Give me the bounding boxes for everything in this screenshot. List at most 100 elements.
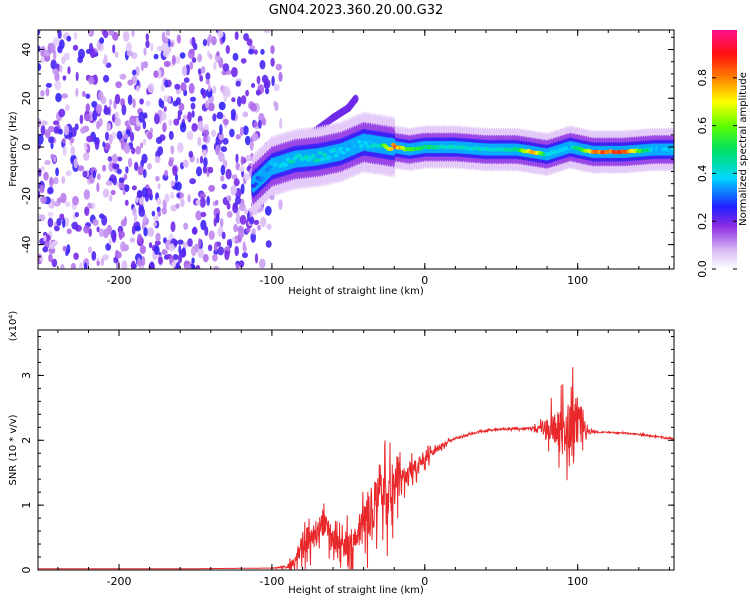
heat-cell: [218, 101, 226, 111]
heat-cell: [205, 100, 210, 109]
heat-cell: [85, 93, 91, 99]
heat-cell: [183, 77, 190, 83]
heat-cell: [84, 145, 88, 151]
heat-cell: [111, 153, 118, 164]
heat-cell: [67, 66, 71, 75]
heat-cell: [208, 53, 213, 60]
heat-cell: [59, 213, 65, 220]
heat-cell: [232, 203, 239, 214]
heat-cell: [235, 153, 239, 164]
heat-cell: [202, 165, 207, 174]
heat-cell: [117, 156, 123, 162]
heat-cell: [138, 207, 145, 218]
x-tick-label: 100: [567, 575, 588, 588]
heat-cell: [178, 245, 182, 255]
heat-cell: [233, 178, 240, 187]
heat-cell: [257, 224, 261, 231]
heat-cell: [132, 98, 136, 109]
heat-cell: [187, 111, 192, 123]
heat-cell: [317, 150, 323, 155]
heat-cell: [152, 221, 157, 227]
heat-cell: [136, 85, 140, 92]
heat-cell: [199, 193, 207, 199]
heat-cell: [64, 201, 71, 207]
heat-cell: [178, 253, 183, 264]
heat-cell: [39, 214, 46, 222]
heat-cell: [148, 242, 153, 249]
heat-cell: [231, 67, 238, 78]
heat-cell: [116, 168, 122, 175]
heat-cell: [249, 140, 254, 151]
heat-cell: [40, 90, 45, 97]
heat-cell: [77, 165, 85, 172]
heat-cell: [51, 258, 58, 268]
heat-cell: [177, 109, 183, 116]
heat-cell: [242, 125, 249, 136]
heat-cell: [127, 157, 133, 168]
heat-cell: [207, 166, 214, 174]
heat-cell: [248, 48, 255, 55]
heat-cell: [134, 161, 139, 171]
heat-cell: [161, 207, 167, 215]
heat-cell: [197, 53, 203, 63]
heat-cell: [250, 102, 257, 112]
y-tick-label: 1: [20, 502, 33, 509]
heat-cell: [164, 169, 169, 177]
heat-cell: [73, 252, 79, 260]
heat-cell: [110, 189, 116, 196]
heat-cell: [231, 236, 236, 243]
heat-cell: [265, 240, 272, 248]
heat-cell: [138, 111, 145, 123]
heat-cell: [213, 217, 217, 227]
heat-cell: [131, 147, 136, 155]
heat-cell: [44, 159, 51, 166]
heat-cell: [245, 89, 250, 97]
heat-cell: [62, 138, 66, 144]
heat-cell: [207, 244, 213, 252]
heat-cell: [92, 219, 99, 226]
heat-cell: [197, 248, 205, 259]
heat-cell: [226, 210, 233, 218]
heat-cell: [235, 214, 241, 225]
colorbar-tick-label: 0.0: [696, 260, 709, 278]
heat-cell: [154, 113, 160, 125]
heat-cell: [83, 189, 91, 200]
heat-cell: [388, 147, 394, 152]
heat-cell: [69, 137, 75, 144]
heat-cell: [365, 144, 371, 149]
snr-ylabel: SNR (10 * v/v): [8, 414, 19, 485]
heat-cell: [212, 253, 218, 262]
heat-cell: [79, 262, 83, 269]
heat-cell: [83, 225, 90, 234]
heat-cell: [136, 190, 143, 198]
heat-cell: [142, 61, 149, 69]
heat-cell: [233, 224, 239, 233]
heat-cell: [351, 143, 357, 148]
heat-cell: [116, 130, 123, 140]
heat-cell: [165, 30, 171, 37]
heat-cell: [84, 206, 90, 216]
heat-cell: [310, 153, 316, 158]
heat-cell: [345, 147, 351, 152]
heat-cell: [239, 214, 247, 225]
heat-cell: [215, 144, 221, 156]
heat-cell: [168, 243, 176, 252]
heat-cell: [319, 157, 325, 162]
heat-cell: [182, 114, 188, 120]
heat-cell: [226, 202, 231, 210]
heat-cell: [80, 126, 87, 134]
heat-cell: [245, 227, 251, 234]
heat-cell: [97, 90, 104, 101]
heat-cell: [199, 197, 206, 208]
x-tick-label: -200: [107, 274, 132, 287]
heat-cell: [145, 40, 150, 49]
heat-cell: [215, 199, 219, 206]
heat-cell: [201, 144, 208, 150]
heat-cell: [197, 136, 202, 147]
heat-cell: [246, 38, 253, 46]
heat-cell: [135, 145, 141, 155]
heat-cell: [196, 166, 202, 177]
heat-cell: [191, 257, 195, 264]
heat-cell: [216, 51, 220, 57]
